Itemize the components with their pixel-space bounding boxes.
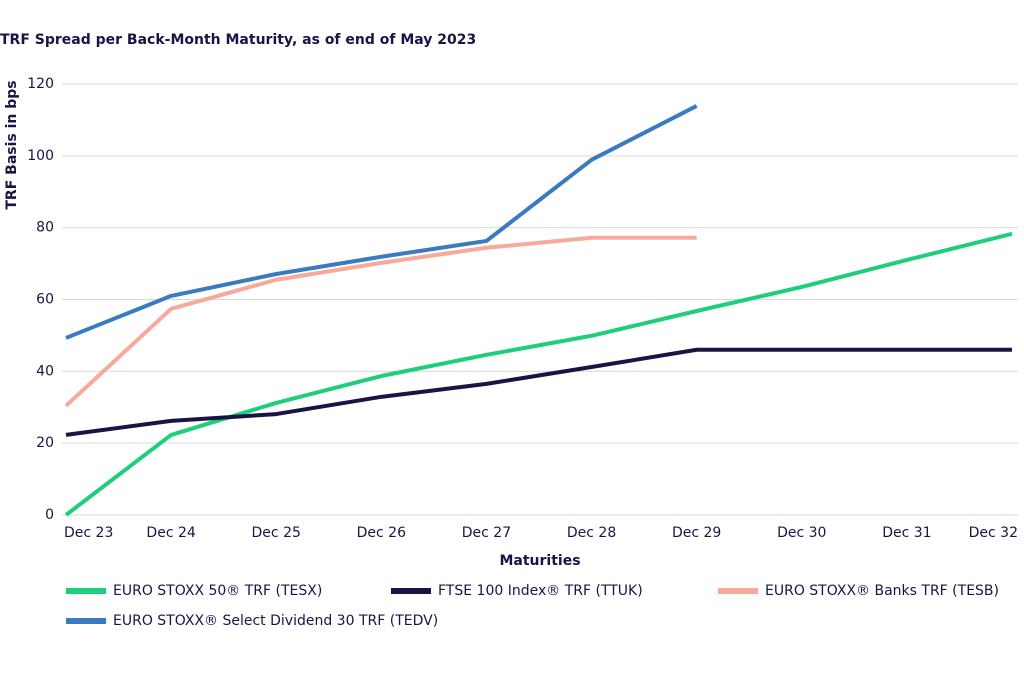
y-tick-label: 80 (36, 220, 54, 236)
x-tick-label: Dec 29 (672, 525, 721, 541)
y-axis-label: TRF Basis in bps (4, 80, 20, 209)
legend-label: EURO STOXX® Select Dividend 30 TRF (TEDV… (113, 613, 438, 629)
series-line (64, 235, 697, 408)
chart-title: TRF Spread per Back-Month Maturity, as o… (0, 32, 476, 48)
series-line (65, 347, 1012, 437)
x-tick-label: Dec 27 (462, 525, 511, 541)
legend-label: FTSE 100 Index® TRF (TTUK) (438, 583, 643, 599)
y-tick-label: 100 (27, 148, 54, 164)
x-tick-label: Dec 24 (146, 525, 195, 541)
x-tick-label: Dec 30 (777, 525, 826, 541)
x-tick-label: Dec 28 (567, 525, 616, 541)
x-axis-label: Maturities (499, 553, 580, 569)
y-tick-label: 60 (36, 292, 54, 308)
x-tick-label: Dec 25 (252, 525, 301, 541)
series-line (65, 104, 698, 340)
x-tick-label: Dec 32 (969, 525, 1018, 541)
x-tick-label: Dec 23 (64, 525, 113, 541)
y-tick-label: 0 (45, 507, 54, 523)
x-tick-label: Dec 31 (882, 525, 931, 541)
y-tick-label: 40 (36, 363, 54, 379)
y-tick-label: 20 (36, 435, 54, 451)
legend-label: EURO STOXX® Banks TRF (TESB) (765, 583, 999, 599)
x-tick-label: Dec 26 (357, 525, 406, 541)
legend-label: EURO STOXX 50® TRF (TESX) (113, 583, 322, 599)
y-tick-label: 120 (27, 76, 54, 92)
